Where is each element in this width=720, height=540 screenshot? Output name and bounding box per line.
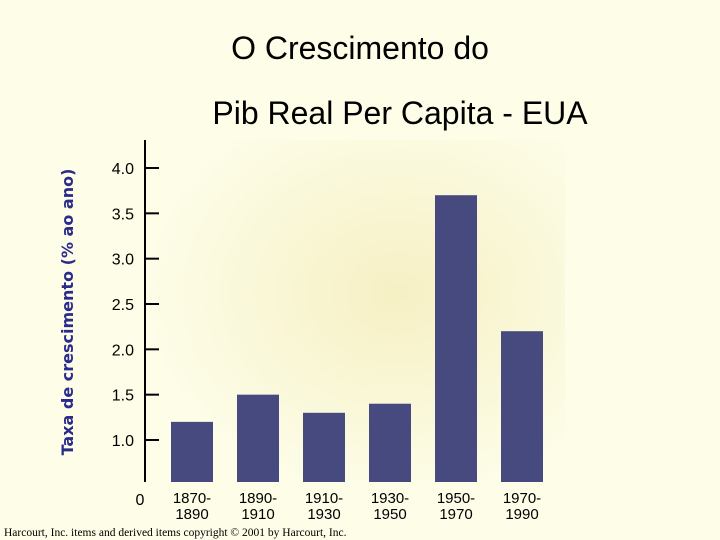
bar [435, 195, 477, 482]
x-category-label: 1930- [371, 490, 409, 507]
y-tick-label: 1.5 [112, 388, 134, 405]
plot-background [145, 140, 565, 480]
bar [369, 403, 411, 482]
bar [501, 331, 543, 482]
y-tick-label: 3.5 [112, 206, 134, 223]
y-tick-label: 2.5 [112, 297, 134, 314]
y-tick-label: 1.0 [112, 433, 134, 450]
x-category-label: 1890 [175, 506, 208, 523]
x-category-label: 1890- [239, 490, 277, 507]
x-category-label: 1930 [307, 506, 340, 523]
y-tick-label: 4.0 [112, 161, 134, 178]
chart-title-line2: Pib Real Per Capita - EUA [212, 95, 588, 131]
bar [303, 412, 345, 482]
x-category-label: 1970 [439, 506, 472, 523]
y-tick-label: 3.0 [112, 252, 134, 269]
bar [171, 421, 213, 482]
x-category-label: 1950- [437, 490, 475, 507]
x-category-label: 1950 [373, 506, 406, 523]
chart-title-line1: O Crescimento do [231, 30, 489, 66]
x-category-label: 1870- [173, 490, 211, 507]
x-category-label: 1970- [503, 490, 541, 507]
x-category-label: 1910 [241, 506, 274, 523]
x-category-label: 1990 [505, 506, 538, 523]
y-tick-label: 2.0 [112, 342, 134, 359]
bar [237, 394, 279, 482]
axis-break-label: 0 [136, 492, 145, 509]
copyright-notice: Harcourt, Inc. items and derived items c… [4, 527, 347, 539]
x-category-label: 1910- [305, 490, 343, 507]
